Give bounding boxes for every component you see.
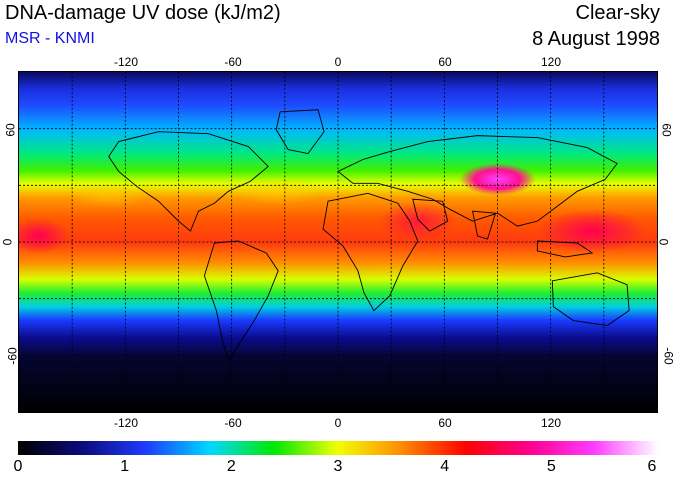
coastlines [19, 109, 657, 406]
colorbar-label: 6 [647, 458, 657, 475]
lat-tick-left: -60 [5, 347, 20, 365]
lon-tick-bottom: 120 [540, 416, 562, 430]
sky-condition-label: Clear-sky [575, 2, 660, 24]
date-label: 8 August 1998 [532, 28, 660, 50]
colorbar [18, 441, 658, 455]
lon-tick-top: 60 [438, 55, 452, 69]
map-title: DNA-damage UV dose (kJ/m2) [5, 2, 281, 24]
colorbar-label: 3 [333, 458, 343, 475]
lat-tick-left: 0 [0, 238, 15, 246]
colorbar-label: 5 [546, 458, 556, 475]
uv-map [18, 71, 658, 413]
lon-tick-top: -120 [113, 55, 139, 69]
colorbar-label: 1 [120, 458, 130, 475]
lon-tick-top: -60 [224, 55, 242, 69]
lon-tick-bottom: 60 [438, 416, 452, 430]
colorbar-label: 2 [226, 458, 236, 475]
lat-tick-right: 60 [659, 123, 674, 137]
lon-tick-top: 0 [334, 55, 342, 69]
lon-tick-bottom: -120 [113, 416, 139, 430]
lat-tick-right: 0 [656, 238, 671, 246]
lat-tick-right: -60 [661, 347, 676, 365]
lat-tick-left: 60 [3, 123, 18, 137]
source-label: MSR - KNMI [5, 30, 95, 47]
lon-tick-bottom: 0 [334, 416, 342, 430]
lon-tick-top: 120 [540, 55, 562, 69]
colorbar-label: 4 [440, 458, 450, 475]
lon-tick-bottom: -60 [224, 416, 242, 430]
colorbar-label: 0 [13, 458, 23, 475]
